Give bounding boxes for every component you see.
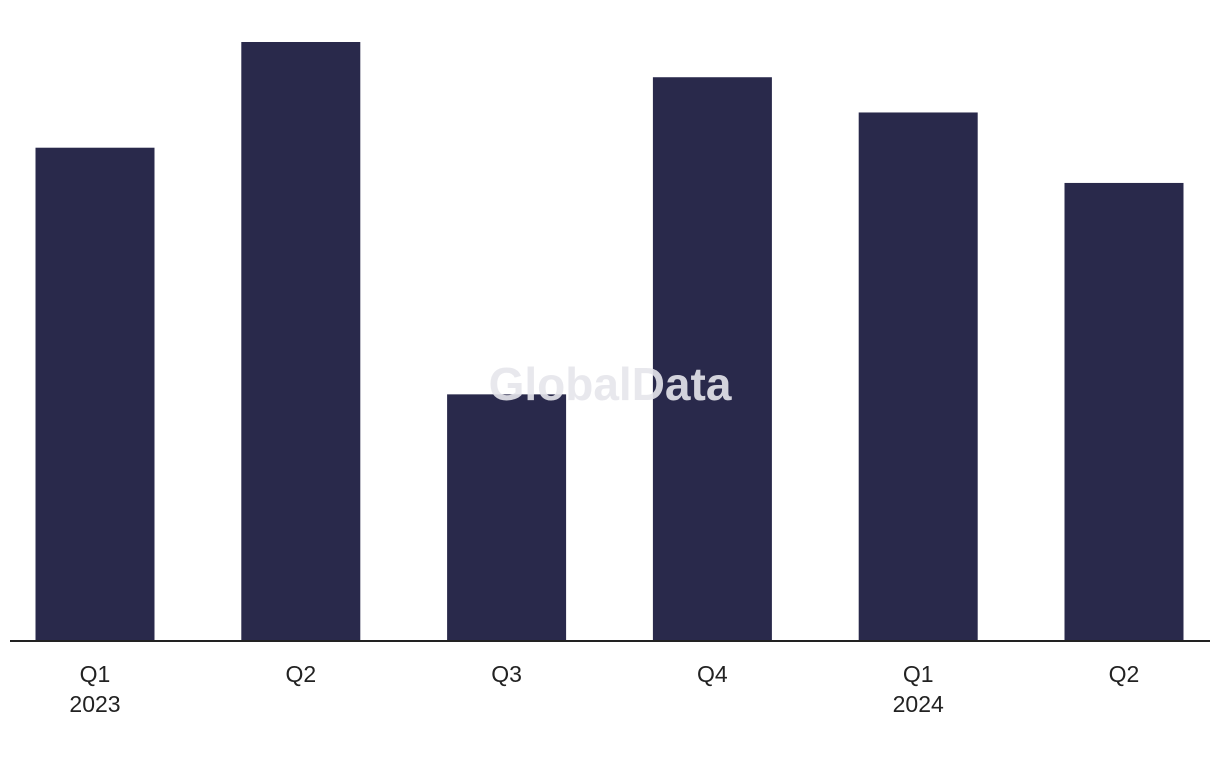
- label-line: Q4: [697, 661, 728, 687]
- watermark: GlobalData: [489, 358, 732, 410]
- bar: [858, 112, 978, 642]
- bar: [35, 147, 155, 642]
- bar: [447, 394, 567, 641]
- x-tick-label: Q1 2023: [69, 661, 120, 717]
- x-tick-label: Q2: [1109, 661, 1140, 687]
- bar: [241, 42, 361, 641]
- x-tick-label: Q2: [285, 661, 316, 687]
- label-line: Q2: [1109, 661, 1140, 687]
- bar: [1064, 182, 1184, 642]
- label-line: Q1: [903, 661, 934, 687]
- label-line: Q1: [80, 661, 111, 687]
- label-line: Q2: [285, 661, 316, 687]
- x-tick-label: Q4: [697, 661, 728, 687]
- x-tick-label: Q3: [491, 661, 522, 687]
- label-line: 2023: [69, 691, 120, 717]
- x-tick-label: Q1 2024: [893, 661, 944, 717]
- label-line: 2024: [893, 691, 944, 717]
- label-line: Q3: [491, 661, 522, 687]
- bar: [652, 77, 772, 641]
